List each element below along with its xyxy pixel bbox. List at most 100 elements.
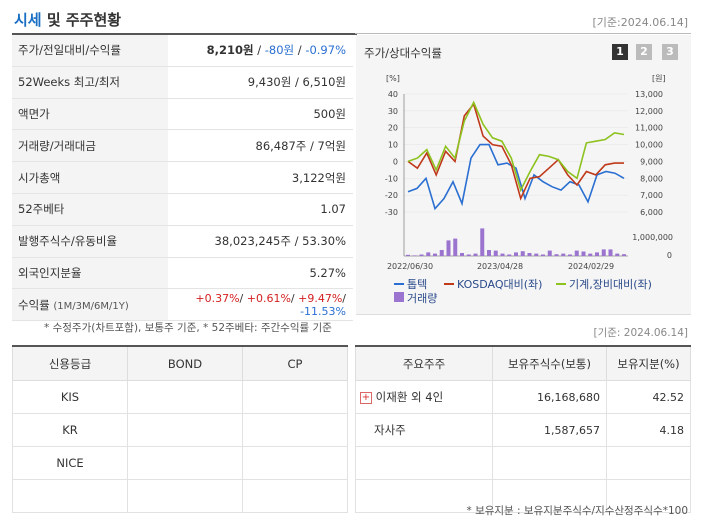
header-divider — [12, 33, 357, 35]
volume-bar — [547, 250, 552, 256]
volume-bar — [419, 254, 424, 256]
footnote-bottom: * 보유지분 : 보유지분주식수/지수산정주식수*100 — [466, 505, 688, 517]
chart-page-1-button[interactable]: 1 — [612, 44, 628, 60]
y-left-tick: 0 — [393, 157, 398, 166]
volume-bar — [534, 253, 539, 256]
volume-bar — [568, 254, 572, 256]
agency-cell: KIS — [12, 380, 128, 414]
info-label: 52주베타 — [12, 193, 168, 226]
table-row — [355, 446, 691, 480]
price-rate: -0.97% — [305, 43, 346, 58]
volume-bar — [460, 253, 464, 256]
volume-bar — [493, 250, 498, 256]
chart-page-2-button[interactable]: 2 — [636, 44, 652, 60]
info-value: 38,023,245주 / 53.30% — [168, 225, 353, 258]
sep: / — [253, 43, 265, 58]
y-left-tick: -10 — [385, 174, 398, 183]
chart-page-3-button[interactable]: 3 — [662, 44, 678, 60]
volume-bar — [480, 228, 485, 256]
volume-bar — [406, 254, 410, 256]
sep: / — [294, 43, 306, 58]
volume-bar — [554, 254, 559, 256]
holder-cell: + 이재환 외 4인 — [355, 380, 493, 414]
volume-bar — [500, 253, 505, 256]
volume-bar — [541, 254, 545, 256]
info-row: 52주베타 1.07 — [12, 193, 353, 226]
info-label: 52Weeks 최고/최저 — [12, 66, 168, 99]
y-left-tick: 10 — [388, 141, 398, 150]
holder-header: 주요주주 — [355, 345, 493, 381]
expand-icon[interactable]: + — [360, 391, 372, 404]
legend-label: 거래량 — [407, 292, 437, 305]
info-value: 9,430원 / 6,510원 — [168, 66, 353, 99]
volume-bar — [507, 254, 512, 256]
credit-rating-table: 신용등급 BOND CP KIS KR NICE — [12, 345, 348, 513]
volume-bar — [595, 252, 599, 256]
table-row — [12, 479, 348, 513]
y-right-tick: 11,000 — [635, 124, 663, 133]
shares-cell: 1,587,657 — [492, 413, 607, 447]
y-right-tick: 8,000 — [640, 174, 663, 183]
y-right-tick: 7,000 — [640, 191, 663, 200]
title-rest: 및 주주현황 — [46, 11, 122, 29]
info-label: 주가/전일대비/수익률 — [12, 35, 168, 67]
info-row: 52Weeks 최고/최저 9,430원 / 6,510원 — [12, 66, 353, 99]
volume-bar — [433, 253, 437, 256]
cp-cell — [242, 446, 348, 480]
legend-label: 톱텍 — [407, 278, 427, 291]
legend-label: KOSDAQ대비(좌) — [457, 278, 542, 291]
info-label: 시가총액 — [12, 161, 168, 194]
y-left-tick: -20 — [385, 191, 398, 200]
price-chart: [%] [원] 40 30 20 10 0 -10 -20 -30 13,000 12,000 11… — [385, 74, 673, 305]
x-tick-label: 2023/04/28 — [477, 262, 523, 271]
y-right-tick: 6,000 — [640, 208, 663, 217]
y-left-tick: 40 — [388, 90, 398, 99]
agency-cell — [12, 479, 128, 513]
price-change: -80원 — [264, 43, 295, 58]
series-line — [407, 143, 625, 211]
shares-header: 보유주식수(보통) — [492, 345, 607, 381]
bond-cell — [127, 380, 243, 414]
bond-header: BOND — [127, 345, 243, 381]
info-value: 3,122억원 — [168, 161, 353, 194]
right-axis-unit: [원] — [652, 74, 666, 83]
info-label: 거래량/거래대금 — [12, 129, 168, 163]
return-label: 수익률 — [18, 297, 50, 312]
info-row: 시가총액 3,122억원 — [12, 161, 353, 194]
return-1y: -11.53% — [300, 304, 346, 318]
info-row: 수익률 (1M/3M/6M/1Y) +0.37%/ +0.61%/ +9.47%… — [12, 288, 353, 322]
legend-label: 기계,장비대비(좌) — [569, 278, 652, 291]
y-right-tick: 9,000 — [640, 157, 663, 166]
base-date: [기준:2024.06.14] — [592, 16, 688, 29]
table-row: + 이재환 외 4인 16,168,680 42.52 — [355, 380, 691, 414]
return-label-sub: (1M/3M/6M/1Y) — [53, 300, 129, 312]
pct-cell: 4.18 — [606, 413, 691, 447]
volume-bar — [527, 253, 532, 256]
volume-bar — [581, 251, 586, 256]
volume-bar — [514, 252, 518, 256]
info-row: 거래량/거래대금 86,487주 / 7억원 — [12, 129, 353, 163]
y-right-tick: 12,000 — [635, 107, 663, 116]
table-row: KR — [12, 413, 348, 447]
credit-header: 신용등급 — [12, 345, 128, 381]
table-row: 자사주 1,587,657 4.18 — [355, 413, 691, 447]
cp-cell — [242, 413, 348, 447]
series-line — [407, 100, 625, 193]
bond-cell — [127, 413, 243, 447]
volume-bar — [601, 249, 606, 256]
shares-cell: 16,168,680 — [492, 380, 607, 414]
agency-cell: KR — [12, 413, 128, 447]
volume-tick: 0 — [667, 251, 672, 260]
series-line — [407, 102, 624, 201]
volume-tick: 1,000,000 — [632, 233, 673, 242]
table-row: NICE — [12, 446, 348, 480]
cp-header: CP — [242, 345, 348, 381]
header-divider-right — [355, 33, 691, 34]
price-info-table: 주가/전일대비/수익률 8,210원 / -80원 / -0.97% 52Wee… — [12, 35, 353, 322]
bond-cell — [127, 446, 243, 480]
info-value: 8,210원 / -80원 / -0.97% — [168, 35, 353, 67]
section-title: 시세 및 주주현황 — [14, 9, 121, 30]
info-value: 86,487주 / 7억원 — [168, 129, 353, 163]
volume-bar — [446, 240, 451, 256]
legend-swatch — [394, 292, 404, 302]
